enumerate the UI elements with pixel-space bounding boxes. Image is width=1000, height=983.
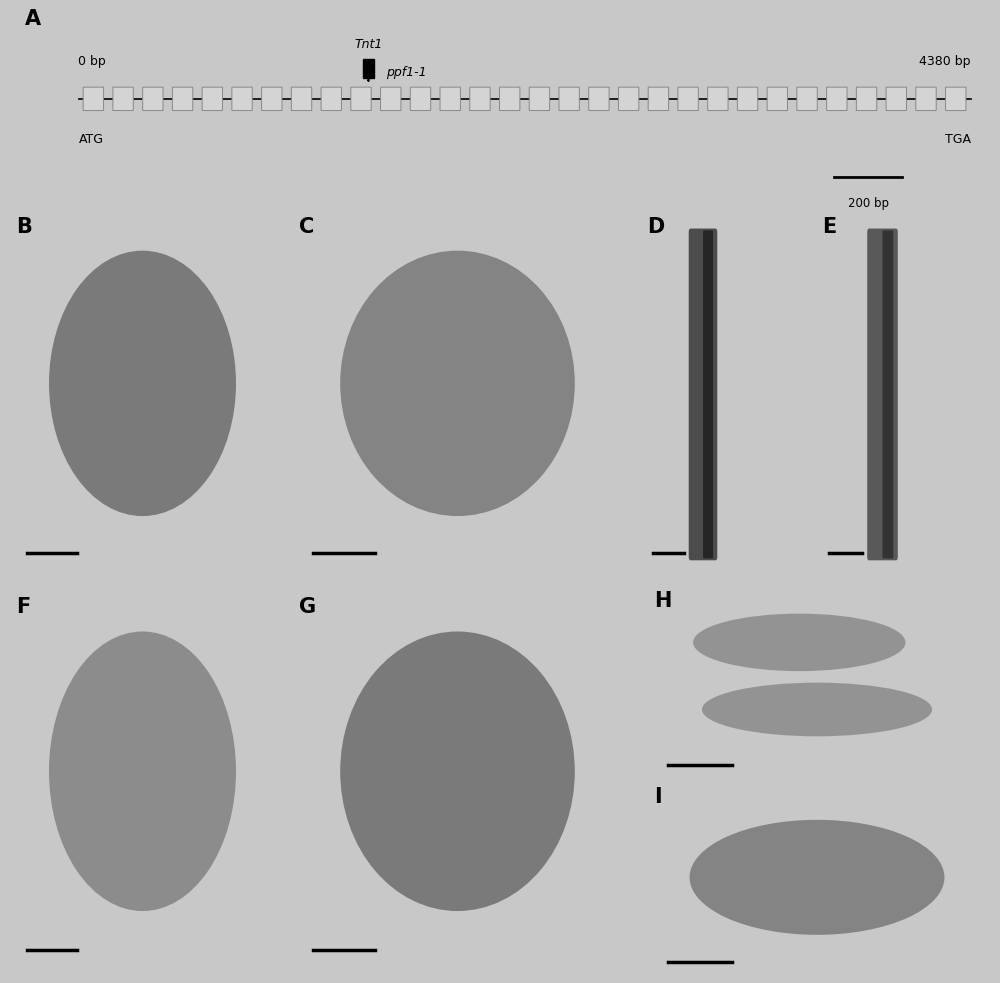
Text: 4380 bp: 4380 bp <box>919 55 971 68</box>
FancyBboxPatch shape <box>648 87 669 110</box>
FancyBboxPatch shape <box>867 228 898 560</box>
FancyBboxPatch shape <box>113 87 133 110</box>
Text: Tnt1: Tnt1 <box>354 38 383 51</box>
FancyBboxPatch shape <box>262 87 282 110</box>
FancyBboxPatch shape <box>703 230 713 558</box>
Text: E: E <box>822 217 836 238</box>
Ellipse shape <box>693 613 906 671</box>
FancyBboxPatch shape <box>856 87 877 110</box>
Text: I: I <box>654 787 662 807</box>
FancyBboxPatch shape <box>883 230 893 558</box>
FancyBboxPatch shape <box>500 87 520 110</box>
FancyBboxPatch shape <box>618 87 639 110</box>
Bar <box>363 59 374 78</box>
Text: 0 bp: 0 bp <box>78 55 106 68</box>
Text: 200 bp: 200 bp <box>848 197 889 209</box>
FancyBboxPatch shape <box>381 87 401 110</box>
FancyBboxPatch shape <box>708 87 728 110</box>
FancyBboxPatch shape <box>529 87 550 110</box>
Ellipse shape <box>340 631 575 911</box>
FancyBboxPatch shape <box>737 87 758 110</box>
FancyBboxPatch shape <box>351 87 371 110</box>
Text: D: D <box>647 217 664 238</box>
FancyBboxPatch shape <box>172 87 193 110</box>
FancyBboxPatch shape <box>83 87 104 110</box>
Text: H: H <box>654 591 672 610</box>
FancyBboxPatch shape <box>232 87 252 110</box>
FancyBboxPatch shape <box>202 87 223 110</box>
FancyBboxPatch shape <box>470 87 490 110</box>
Text: A: A <box>25 9 41 29</box>
FancyBboxPatch shape <box>886 87 906 110</box>
Text: F: F <box>16 597 30 616</box>
FancyBboxPatch shape <box>946 87 966 110</box>
FancyBboxPatch shape <box>143 87 163 110</box>
FancyBboxPatch shape <box>440 87 460 110</box>
Text: ppf1-1: ppf1-1 <box>386 66 427 79</box>
FancyBboxPatch shape <box>916 87 936 110</box>
Text: B: B <box>16 217 32 238</box>
FancyBboxPatch shape <box>589 87 609 110</box>
Ellipse shape <box>702 682 932 736</box>
FancyBboxPatch shape <box>410 87 431 110</box>
FancyBboxPatch shape <box>291 87 312 110</box>
Ellipse shape <box>49 631 236 911</box>
FancyBboxPatch shape <box>678 87 698 110</box>
FancyBboxPatch shape <box>767 87 788 110</box>
Text: G: G <box>299 597 316 616</box>
FancyBboxPatch shape <box>797 87 817 110</box>
FancyBboxPatch shape <box>827 87 847 110</box>
Text: C: C <box>299 217 314 238</box>
Text: TGA: TGA <box>945 134 971 146</box>
Ellipse shape <box>340 251 575 516</box>
FancyBboxPatch shape <box>689 228 717 560</box>
Text: ATG: ATG <box>78 134 104 146</box>
Ellipse shape <box>690 820 944 935</box>
Ellipse shape <box>49 251 236 516</box>
FancyBboxPatch shape <box>321 87 341 110</box>
FancyBboxPatch shape <box>559 87 579 110</box>
